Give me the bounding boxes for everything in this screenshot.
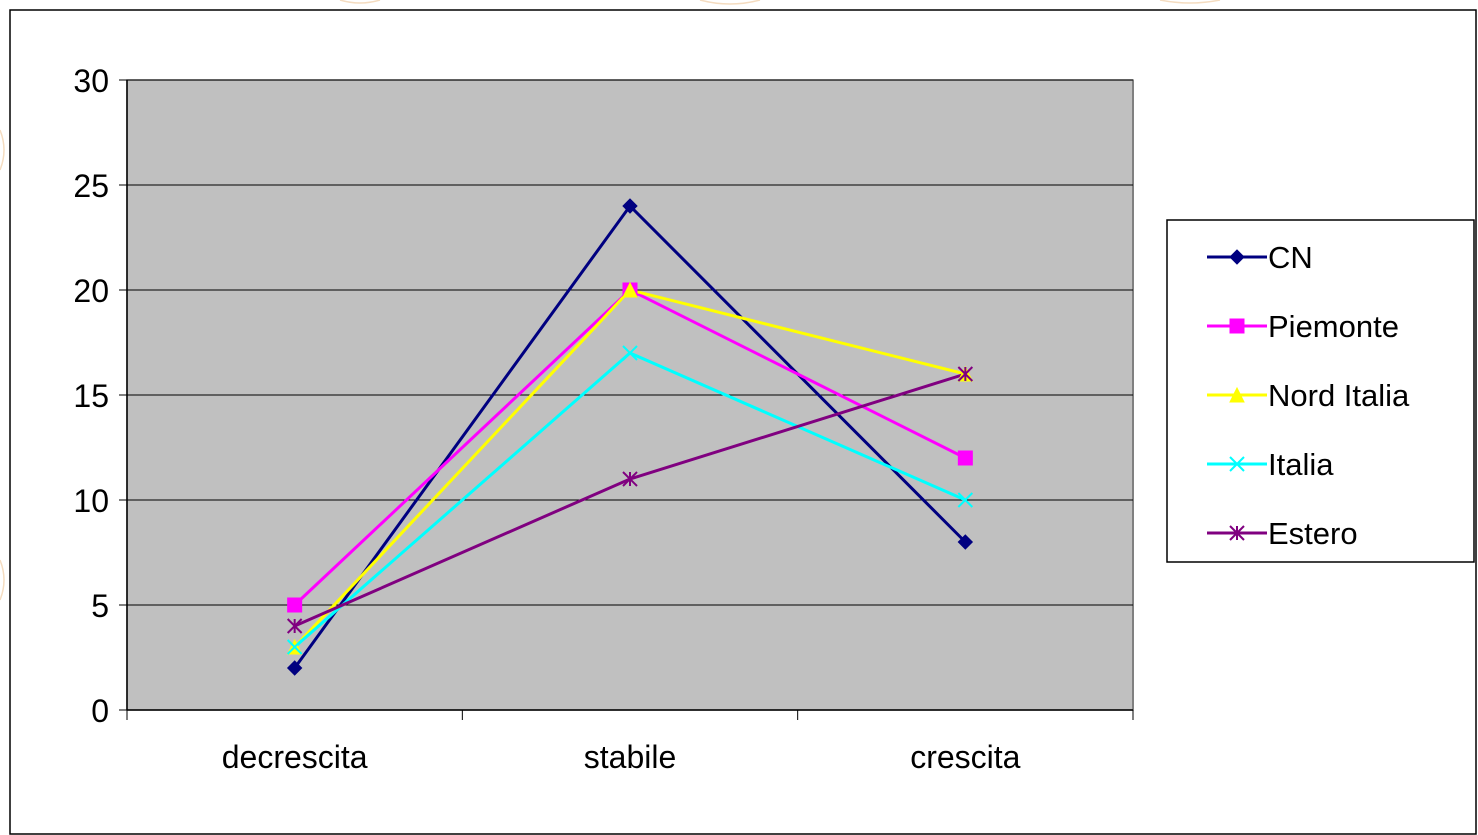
x-axis-ticks: decrescita stabile crescita	[126, 710, 1134, 775]
legend-label: CN	[1268, 240, 1313, 275]
legend-label: Nord Italia	[1268, 378, 1410, 413]
legend-marker	[1229, 386, 1245, 403]
data-point-cn	[286, 660, 303, 676]
legend-marker	[1229, 456, 1245, 472]
y-tick-label: 15	[73, 378, 109, 414]
legend-label: Italia	[1268, 447, 1334, 482]
legend-items: CN Piemonte Nord Italia Italia Estero	[1207, 240, 1410, 551]
y-tick-label: 0	[91, 693, 109, 729]
data-point-estero	[622, 471, 638, 487]
legend-box	[1166, 219, 1475, 563]
legend-item-estero: Estero	[1207, 516, 1358, 551]
y-tick-label: 30	[73, 63, 109, 99]
legend: CN Piemonte Nord Italia Italia Estero	[1166, 219, 1475, 563]
legend-item-cn: CN	[1207, 240, 1313, 275]
legend-marker	[1229, 525, 1245, 541]
legend-label: Piemonte	[1268, 309, 1399, 344]
y-axis-ticks: 0 5 10 15 20 25 30	[73, 63, 127, 729]
data-point-italia	[622, 345, 638, 361]
y-tick-label: 25	[73, 168, 109, 204]
data-point-cn	[622, 198, 638, 214]
legend-label: Estero	[1268, 516, 1358, 551]
y-tick-label: 20	[73, 273, 109, 309]
data-point-piemonte	[957, 450, 973, 466]
legend-item-nord-italia: Nord Italia	[1207, 378, 1410, 413]
legend-marker	[1229, 318, 1245, 334]
data-point-estero	[957, 366, 974, 382]
data-point-italia	[286, 639, 303, 655]
y-tick-label: 10	[73, 483, 109, 519]
data-point-cn	[957, 534, 974, 550]
background-decoration	[0, 0, 1221, 601]
data-point-italia	[957, 492, 974, 508]
data-point-estero	[286, 618, 303, 634]
x-tick-label: crescita	[910, 739, 1020, 775]
data-point-nord-italia	[622, 281, 638, 298]
x-tick-label: stabile	[584, 739, 677, 775]
data-point-piemonte	[287, 597, 303, 613]
x-tick-label: decrescita	[222, 739, 368, 775]
legend-item-italia: Italia	[1207, 447, 1334, 482]
legend-item-piemonte: Piemonte	[1207, 309, 1399, 344]
series-markers	[286, 198, 974, 676]
legend-marker	[1229, 249, 1245, 265]
y-tick-label: 5	[91, 588, 109, 624]
